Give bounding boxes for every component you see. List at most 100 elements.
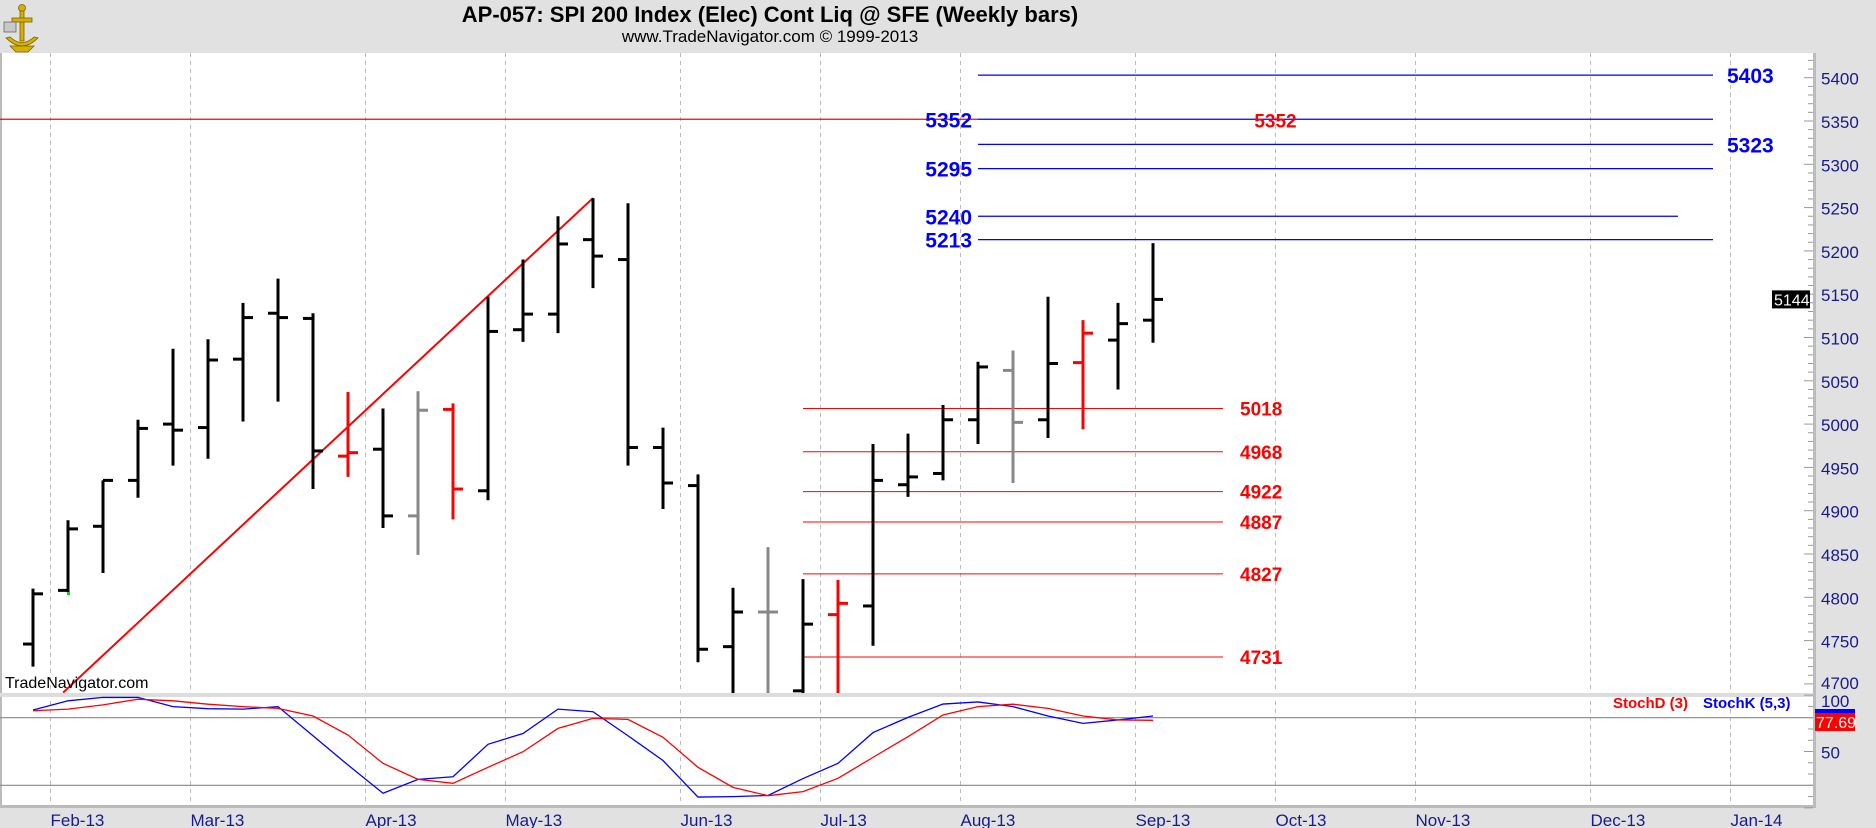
x-tick-label: Jul-13 <box>821 811 867 828</box>
y-tick-label: 5250 <box>1821 200 1859 219</box>
red-level-label: 4827 <box>1240 565 1282 586</box>
y-tick-label: 5050 <box>1821 373 1859 392</box>
ohlc-bar <box>93 478 113 574</box>
y-tick-label: 5350 <box>1821 113 1859 132</box>
ohlc-bar <box>968 361 988 445</box>
ohlc-bar <box>23 588 43 667</box>
y-tick-label: 4800 <box>1821 589 1859 608</box>
last-price-box <box>1772 290 1810 309</box>
ohlc-bar <box>933 405 953 481</box>
bar-marker <box>67 592 70 596</box>
stoch-y-tick-label: 50 <box>1821 744 1840 763</box>
x-tick-label: Aug-13 <box>961 811 1016 828</box>
sextant-anchor-logo-icon <box>3 4 39 53</box>
blue-level-label: 5295 <box>925 159 972 182</box>
blue-level-label: 5213 <box>925 230 972 253</box>
stochd-last-label: 77.69 <box>1816 715 1856 732</box>
ohlc-bar <box>1143 243 1163 343</box>
last-price-label: 5144 <box>1774 292 1810 309</box>
x-tick-label: Dec-13 <box>1591 811 1646 828</box>
price-panel <box>0 53 1813 693</box>
blue-level-label: 5240 <box>925 206 972 229</box>
ohlc-bar <box>233 302 253 422</box>
red-level-label: 4922 <box>1240 483 1282 504</box>
left-border <box>0 53 2 805</box>
stoch-line-d <box>32 698 1154 797</box>
chart-subtitle: www.TradeNavigator.com © 1999-2013 <box>621 27 919 46</box>
ohlc-bar <box>198 339 218 459</box>
bottom-axis-border <box>0 805 1816 808</box>
ohlc-bar <box>583 198 603 289</box>
right-axis-border <box>1813 53 1816 808</box>
ohlc-bar <box>863 444 883 646</box>
trendline <box>62 197 594 693</box>
ohlc-bar <box>513 259 533 342</box>
ohlc-bar <box>828 579 848 693</box>
red-level-label: 4731 <box>1240 648 1283 669</box>
blue-level-label: 5403 <box>1727 65 1774 88</box>
red-5352-label: 5352 <box>1254 111 1296 132</box>
x-tick-label: Sep-13 <box>1136 811 1191 828</box>
y-tick-label: 5000 <box>1821 416 1859 435</box>
ohlc-bar <box>408 391 428 555</box>
x-tick-label: Oct-13 <box>1276 811 1327 828</box>
panel-separator <box>0 693 1813 697</box>
y-tick-label: 5300 <box>1821 156 1859 175</box>
ohlc-bar <box>793 579 813 693</box>
y-tick-label: 5150 <box>1821 286 1859 305</box>
ohlc-bar <box>1073 320 1093 430</box>
y-tick-label: 4900 <box>1821 503 1859 522</box>
blue-level-label: 5323 <box>1727 134 1774 157</box>
ohlc-bar <box>653 427 673 509</box>
y-tick-label: 4750 <box>1821 633 1859 652</box>
ohlc-bar <box>443 403 463 520</box>
ohlc-bar <box>478 296 498 501</box>
x-tick-label: Jan-14 <box>1731 811 1783 828</box>
ohlc-bar <box>618 203 638 466</box>
red-level-label: 4887 <box>1240 513 1282 534</box>
ohlc-bar <box>548 216 568 334</box>
watermark: TradeNavigator.com <box>5 675 148 692</box>
x-tick-label: Mar-13 <box>191 811 245 828</box>
x-tick-label: Jun-13 <box>681 811 733 828</box>
ohlc-bar <box>163 348 183 466</box>
stoch-plot <box>32 696 1154 798</box>
ohlc-bar <box>898 433 918 497</box>
stochd-last-box <box>1815 713 1855 731</box>
ohlc-bar <box>373 408 393 529</box>
legend-stochk: StochK (5,3) <box>1703 695 1791 712</box>
ohlc-bar <box>303 313 323 490</box>
chart-title: AP-057: SPI 200 Index (Elec) Cont Liq @ … <box>461 2 1079 27</box>
stoch-y-tick-label: 100 <box>1821 692 1849 711</box>
ohlc-bar <box>338 392 358 477</box>
x-tick-label: Feb-13 <box>51 811 105 828</box>
stochk-last-box <box>1815 709 1855 713</box>
y-tick-label: 5200 <box>1821 243 1859 262</box>
ohlc-bar <box>58 520 78 596</box>
red-level-label: 4968 <box>1240 443 1282 464</box>
x-tick-label: Nov-13 <box>1416 811 1471 828</box>
y-tick-label: 5100 <box>1821 330 1859 349</box>
ohlc-bar <box>128 419 148 498</box>
red-level-label: 5018 <box>1240 400 1282 421</box>
ohlc-bar <box>1108 302 1128 390</box>
ohlc-bar <box>1003 350 1023 483</box>
stoch-panel <box>0 697 1813 805</box>
ohlc-bar <box>268 278 288 402</box>
ohlc-bar <box>688 474 708 663</box>
ohlc-bar <box>723 587 743 693</box>
x-tick-label: Apr-13 <box>366 811 417 828</box>
y-tick-label: 4950 <box>1821 459 1859 478</box>
y-tick-label: 4850 <box>1821 546 1859 565</box>
ohlc-bar <box>1038 296 1058 438</box>
stoch-line-k <box>32 696 1154 798</box>
ohlc-bar <box>758 547 778 693</box>
x-tick-label: May-13 <box>506 811 563 828</box>
y-tick-label: 5400 <box>1821 70 1859 89</box>
blue-level-label: 5352 <box>925 109 972 132</box>
y-tick-label: 4700 <box>1821 674 1859 693</box>
legend-stochd: StochD (3) <box>1613 695 1688 712</box>
